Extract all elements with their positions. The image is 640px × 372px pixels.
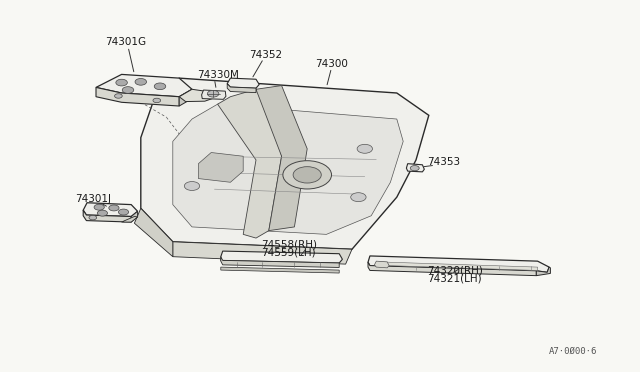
Circle shape — [283, 161, 332, 189]
Polygon shape — [536, 267, 550, 276]
Polygon shape — [218, 89, 282, 238]
Circle shape — [115, 94, 122, 98]
Polygon shape — [221, 267, 339, 273]
Circle shape — [135, 78, 147, 85]
Polygon shape — [141, 78, 429, 249]
Polygon shape — [134, 208, 173, 257]
Polygon shape — [378, 262, 538, 270]
Polygon shape — [227, 84, 256, 93]
Polygon shape — [221, 257, 339, 267]
Polygon shape — [406, 164, 424, 172]
Text: 74320(RH): 74320(RH) — [428, 266, 483, 276]
Circle shape — [116, 79, 127, 86]
Text: 74559(LH): 74559(LH) — [261, 247, 316, 257]
Text: 74301G: 74301G — [106, 37, 147, 47]
Circle shape — [154, 83, 166, 90]
Text: 74352: 74352 — [250, 50, 283, 60]
Polygon shape — [83, 203, 138, 217]
Circle shape — [351, 193, 366, 202]
Polygon shape — [374, 261, 389, 268]
Polygon shape — [131, 211, 138, 222]
Polygon shape — [173, 104, 403, 234]
Text: 74321(LH): 74321(LH) — [428, 273, 482, 283]
Polygon shape — [96, 74, 192, 97]
Polygon shape — [202, 90, 226, 99]
Text: A7·0Ø00·6: A7·0Ø00·6 — [548, 347, 597, 356]
Circle shape — [184, 182, 200, 190]
Circle shape — [118, 209, 129, 215]
Text: 74300: 74300 — [315, 59, 348, 69]
Polygon shape — [179, 89, 218, 102]
Polygon shape — [122, 217, 138, 222]
Circle shape — [293, 167, 321, 183]
Polygon shape — [96, 87, 179, 106]
Text: 74353: 74353 — [428, 157, 461, 167]
Circle shape — [357, 144, 372, 153]
Polygon shape — [368, 262, 536, 276]
Polygon shape — [179, 89, 192, 106]
Polygon shape — [221, 251, 342, 263]
Polygon shape — [173, 242, 352, 264]
Polygon shape — [198, 153, 243, 182]
Circle shape — [410, 166, 419, 171]
Circle shape — [97, 210, 108, 216]
Text: 74301J: 74301J — [76, 194, 111, 204]
Circle shape — [109, 205, 119, 211]
Text: 74558(RH): 74558(RH) — [261, 240, 317, 250]
Polygon shape — [83, 210, 131, 222]
Polygon shape — [368, 256, 549, 272]
Text: 74330M: 74330M — [197, 70, 239, 80]
Circle shape — [153, 98, 161, 103]
Circle shape — [89, 215, 97, 220]
Polygon shape — [256, 86, 307, 231]
Circle shape — [94, 204, 104, 210]
Circle shape — [207, 90, 219, 97]
Polygon shape — [227, 78, 259, 88]
Circle shape — [122, 87, 134, 93]
